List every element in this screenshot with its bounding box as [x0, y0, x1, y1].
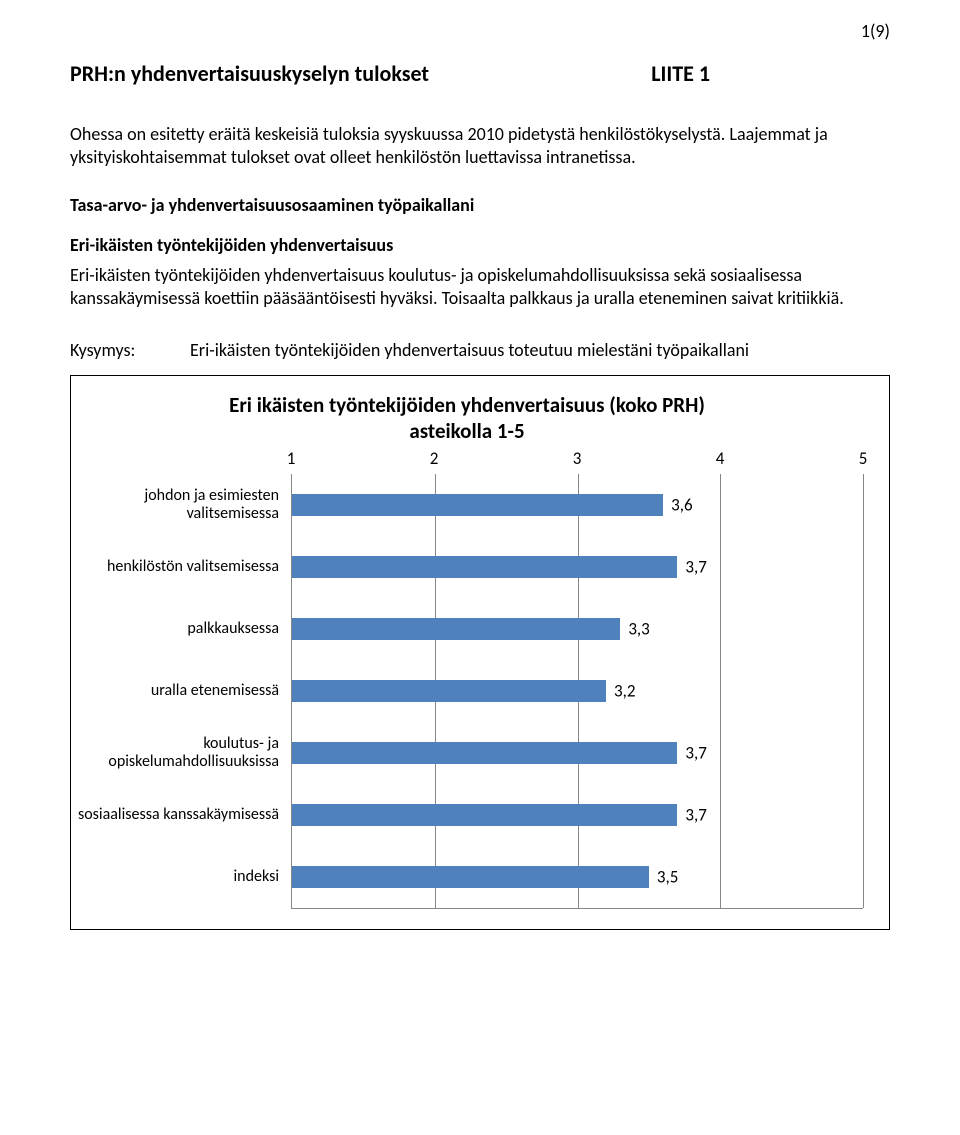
chart-bar-value: 3,3 — [628, 619, 649, 640]
chart-bar — [292, 866, 649, 888]
chart-category-label: palkkauksessa — [71, 598, 291, 660]
axis-tick-label: 1 — [287, 448, 296, 469]
gridline — [720, 474, 721, 908]
chart-category-label: uralla etenemisessä — [71, 660, 291, 722]
intro-paragraph: Ohessa on esitetty eräitä keskeisiä tulo… — [70, 123, 890, 170]
chart-bar — [292, 680, 606, 702]
chart-bar — [292, 556, 677, 578]
question-text: Eri-ikäisten työntekijöiden yhdenvertais… — [190, 339, 749, 361]
chart-title-line2: asteikolla 1-5 — [409, 418, 524, 444]
chart-category-label: sosiaalisessa kanssakäymisessä — [71, 784, 291, 846]
chart-category-label: koulutus- ja opiskelumahdollisuuksissa — [71, 722, 291, 784]
chart-bar-value: 3,5 — [657, 867, 678, 888]
question-label: Kysymys: — [70, 339, 190, 361]
chart-bar-value: 3,7 — [685, 557, 706, 578]
axis-tick-label: 5 — [859, 448, 868, 469]
chart-bar — [292, 742, 677, 764]
chart-bar — [292, 804, 677, 826]
chart-bar — [292, 618, 620, 640]
chart-bar-value: 3,6 — [671, 495, 692, 516]
axis-tick-label: 2 — [430, 448, 439, 469]
body-paragraph: Eri-ikäisten työntekijöiden yhdenvertais… — [70, 264, 890, 311]
chart-bar-value: 3,7 — [685, 805, 706, 826]
chart-bar-value: 3,2 — [614, 681, 635, 702]
chart-bar — [292, 494, 663, 516]
page-title: PRH:n yhdenvertaisuuskyselyn tulokset — [70, 60, 429, 87]
axis-tick-label: 3 — [573, 448, 582, 469]
section-heading: Tasa-arvo- ja yhdenvertaisuusosaaminen t… — [70, 194, 890, 216]
chart-category-label: johdon ja esimiesten valitsemisessa — [71, 474, 291, 536]
chart-category-label: henkilöstön valitsemisessa — [71, 536, 291, 598]
chart-bar-value: 3,7 — [685, 743, 706, 764]
gridline — [863, 474, 864, 908]
chart-category-label: indeksi — [71, 846, 291, 908]
subsection-heading: Eri-ikäisten työntekijöiden yhdenvertais… — [70, 234, 890, 256]
page-number: 1(9) — [861, 20, 890, 42]
chart-title: Eri ikäisten työntekijöiden yhdenvertais… — [71, 392, 863, 445]
chart-title-line1: Eri ikäisten työntekijöiden yhdenvertais… — [229, 392, 705, 418]
appendix-label: LIITE 1 — [651, 60, 710, 87]
axis-tick-label: 4 — [716, 448, 725, 469]
chart-container: Eri ikäisten työntekijöiden yhdenvertais… — [70, 375, 890, 931]
chart: 12345johdon ja esimiesten valitsemisessa… — [71, 448, 863, 909]
